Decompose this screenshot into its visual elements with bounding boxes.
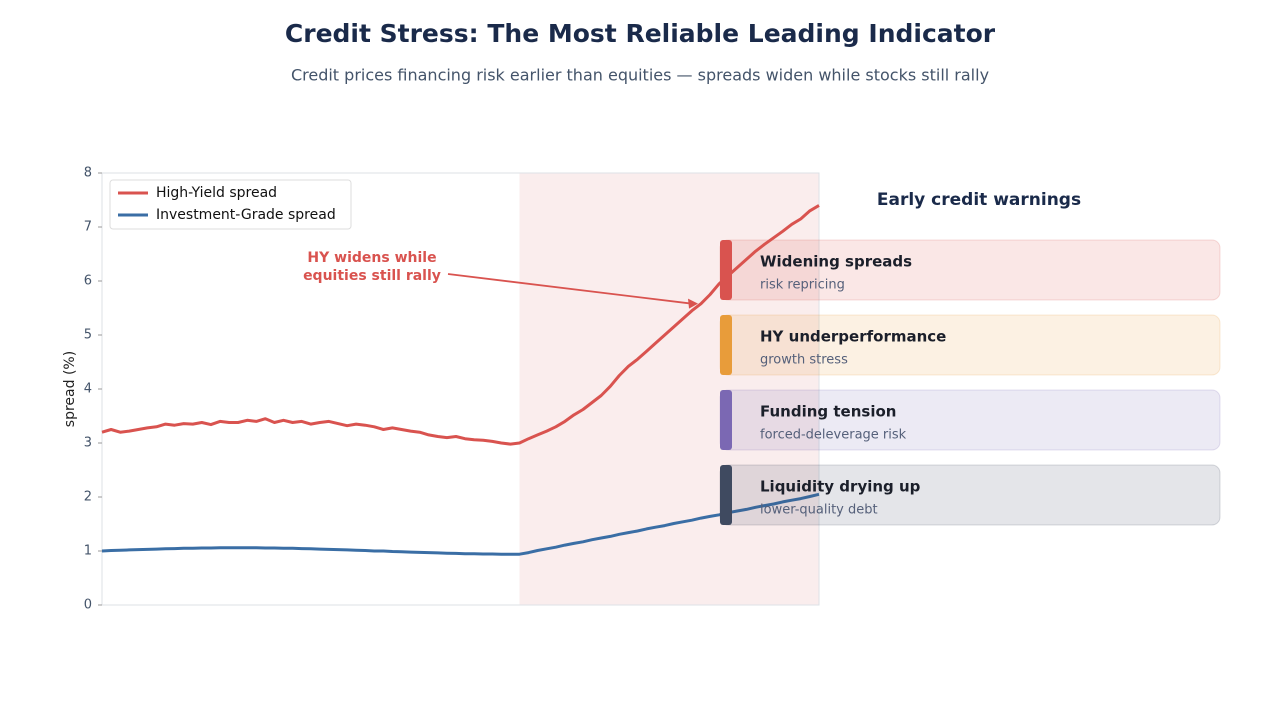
annotation-arrow	[447, 273, 693, 305]
legend-label: High-Yield spread	[156, 185, 277, 201]
y-tick-label: 7	[84, 220, 92, 235]
y-tick-label: 5	[84, 328, 92, 343]
card-accent	[720, 240, 732, 300]
y-tick-label: 8	[84, 166, 92, 181]
annotation-text: equities still rally	[303, 268, 441, 284]
legend-label: Investment-Grade spread	[156, 207, 336, 223]
y-tick-label: 2	[84, 490, 92, 505]
line-series	[101, 204, 820, 446]
card-title: Widening spreads	[760, 253, 912, 271]
line-series	[101, 492, 820, 556]
y-tick-label: 3	[84, 436, 92, 451]
legend-box	[109, 179, 352, 230]
card-subtitle: lower-quality debt	[760, 503, 878, 518]
card-title: Liquidity drying up	[760, 478, 921, 496]
y-tick-label: 1	[84, 544, 92, 559]
card-accent	[720, 315, 732, 375]
y-tick-label: 6	[84, 274, 92, 289]
card-subtitle: forced-deleverage risk	[760, 428, 907, 443]
panel-title: Early credit warnings	[877, 190, 1081, 210]
card-accent	[720, 465, 732, 525]
chart-subtitle: Credit prices financing risk earlier tha…	[291, 66, 989, 85]
card-subtitle: risk repricing	[760, 278, 845, 293]
card-title: HY underperformance	[760, 328, 946, 346]
y-tick-label: 4	[84, 382, 92, 397]
highlight-region	[519, 173, 819, 605]
card-subtitle: growth stress	[760, 353, 848, 368]
card-accent	[720, 390, 732, 450]
y-axis-label: spread (%)	[62, 351, 78, 427]
chart-title: Credit Stress: The Most Reliable Leading…	[285, 19, 996, 48]
annotation-text: HY widens while	[307, 250, 436, 266]
card-title: Funding tension	[760, 403, 896, 421]
y-tick-label: 0	[84, 598, 92, 613]
arrow-head	[688, 298, 699, 309]
